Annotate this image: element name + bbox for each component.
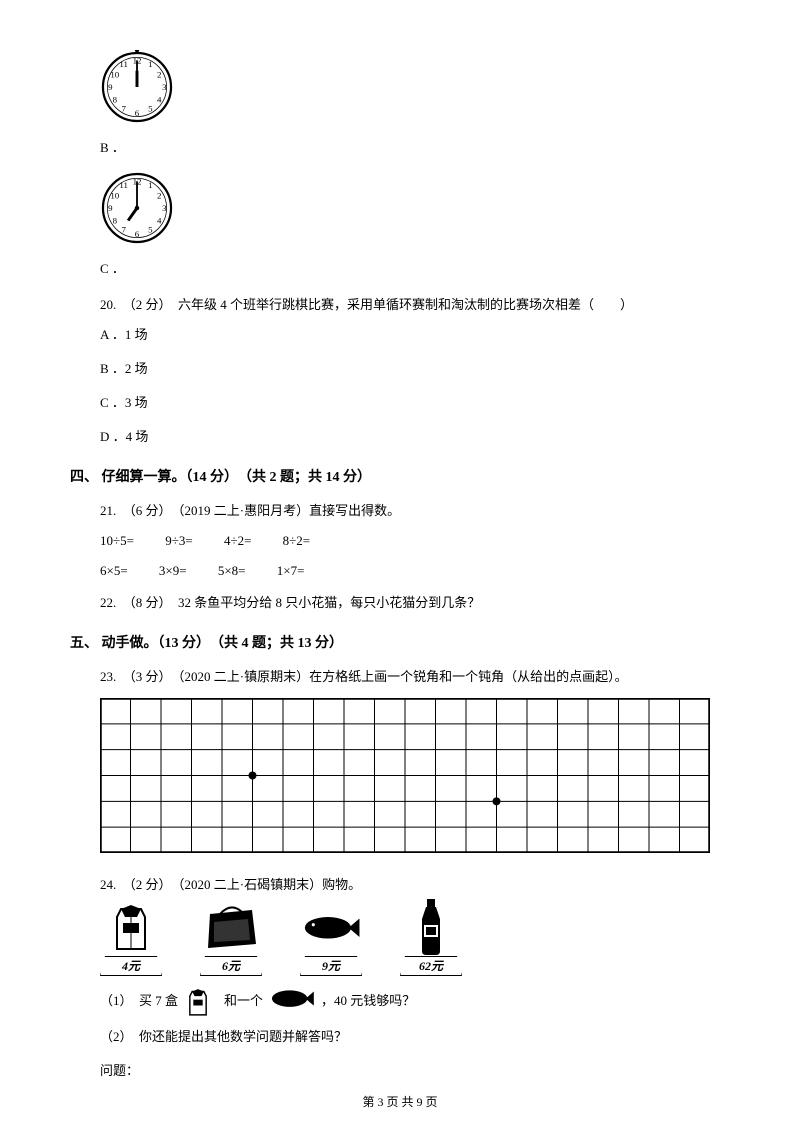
shop-item-milk: 4元 bbox=[100, 902, 162, 976]
small-milk-icon bbox=[184, 986, 218, 1016]
svg-text:8: 8 bbox=[113, 216, 118, 226]
calc-cell: 3×9= bbox=[159, 558, 187, 584]
svg-text:10: 10 bbox=[110, 190, 119, 200]
q21-row2: 6×5= 3×9= 5×8= 1×7= bbox=[100, 558, 730, 584]
svg-text:11: 11 bbox=[119, 59, 128, 69]
svg-text:5: 5 bbox=[148, 224, 153, 234]
price-tag: 62元 bbox=[400, 956, 462, 976]
svg-text:2: 2 bbox=[157, 69, 161, 79]
svg-text:8: 8 bbox=[113, 95, 118, 105]
question-23: 23. （3 分） （2020 二上·镇原期末）在方格纸上画一个锐角和一个钝角（… bbox=[100, 664, 730, 690]
calc-cell: 5×8= bbox=[218, 558, 246, 584]
q24-sub1-b: 和一个 bbox=[224, 988, 263, 1014]
svg-text:4: 4 bbox=[157, 95, 162, 105]
q20-option-b: B ．2 场 bbox=[100, 356, 730, 382]
q24-sub3: 问题： bbox=[100, 1058, 730, 1084]
svg-text:11: 11 bbox=[119, 180, 128, 190]
svg-text:2: 2 bbox=[157, 190, 161, 200]
question-24: 24. （2 分） （2020 二上·石碣镇期末）购物。 bbox=[100, 872, 730, 898]
svg-text:10: 10 bbox=[110, 69, 119, 79]
svg-text:9: 9 bbox=[108, 203, 113, 213]
shop-item-fish: 9元 bbox=[300, 902, 362, 976]
fish-icon bbox=[301, 902, 361, 952]
q24-sub2: （2） 你还能提出其他数学问题并解答吗？ bbox=[100, 1024, 730, 1050]
q24-sub1-a: （1） 买 7 盒 bbox=[100, 988, 178, 1014]
small-fish-icon bbox=[269, 986, 315, 1016]
q20-option-a: A ．1 场 bbox=[100, 322, 730, 348]
question-22: 22. （8 分） 32 条鱼平均分给 8 只小花猫，每只小花猫分到几条？ bbox=[100, 590, 730, 616]
svg-text:6: 6 bbox=[135, 229, 140, 239]
calc-cell: 1×7= bbox=[277, 558, 305, 584]
price-tag: 4元 bbox=[100, 956, 162, 976]
clock-c-image: 1212 345 678 91011 bbox=[100, 171, 730, 254]
section-4-title: 四、 仔细算一算。（14 分） （共 2 题；共 14 分） bbox=[70, 464, 730, 492]
price-tag: 9元 bbox=[300, 956, 362, 976]
calc-cell: 4÷2= bbox=[224, 528, 251, 554]
svg-text:1: 1 bbox=[148, 59, 152, 69]
shop-items: 4元 6元 9元 bbox=[100, 902, 730, 976]
section-5-title: 五、 动手做。（13 分） （共 4 题；共 13 分） bbox=[70, 630, 730, 658]
q24-sub1: （1） 买 7 盒 和一个 ，40 元钱够吗？ bbox=[100, 986, 730, 1016]
shop-item-bottle: 62元 bbox=[400, 902, 462, 976]
price-tag: 6元 bbox=[200, 956, 262, 976]
shop-item-bag: 6元 bbox=[200, 902, 262, 976]
q20-option-c: C ．3 场 bbox=[100, 390, 730, 416]
q21-row1: 10÷5= 9÷3= 4÷2= 8÷2= bbox=[100, 528, 730, 554]
svg-text:3: 3 bbox=[162, 82, 167, 92]
svg-text:7: 7 bbox=[121, 103, 126, 113]
question-21: 21. （6 分） （2019 二上·惠阳月考）直接写出得数。 bbox=[100, 498, 730, 524]
milk-icon bbox=[101, 902, 161, 952]
calc-cell: 9÷3= bbox=[165, 528, 192, 554]
question-20: 20. （2 分） 六年级 4 个班举行跳棋比赛，采用单循环赛制和淘汰制的比赛场… bbox=[100, 292, 730, 318]
bag-icon bbox=[201, 902, 261, 952]
svg-text:9: 9 bbox=[108, 82, 113, 92]
calc-cell: 6×5= bbox=[100, 558, 128, 584]
clock-b-image: 1212 345 678 91011 bbox=[100, 50, 730, 133]
page-footer: 第 3 页 共 9 页 bbox=[0, 1090, 800, 1114]
svg-text:4: 4 bbox=[157, 216, 162, 226]
option-b-label: B ． bbox=[100, 135, 730, 161]
q24-sub1-c: ，40 元钱够吗？ bbox=[321, 988, 415, 1014]
bottle-icon bbox=[401, 902, 461, 952]
q20-option-d: D ．4 场 bbox=[100, 424, 730, 450]
svg-text:3: 3 bbox=[162, 203, 167, 213]
grid-paper bbox=[100, 698, 730, 862]
svg-text:5: 5 bbox=[148, 103, 153, 113]
svg-text:1: 1 bbox=[148, 180, 152, 190]
svg-text:7: 7 bbox=[121, 224, 126, 234]
option-c-label: C ． bbox=[100, 256, 730, 282]
calc-cell: 8÷2= bbox=[283, 528, 310, 554]
calc-cell: 10÷5= bbox=[100, 528, 134, 554]
svg-text:6: 6 bbox=[135, 108, 140, 118]
